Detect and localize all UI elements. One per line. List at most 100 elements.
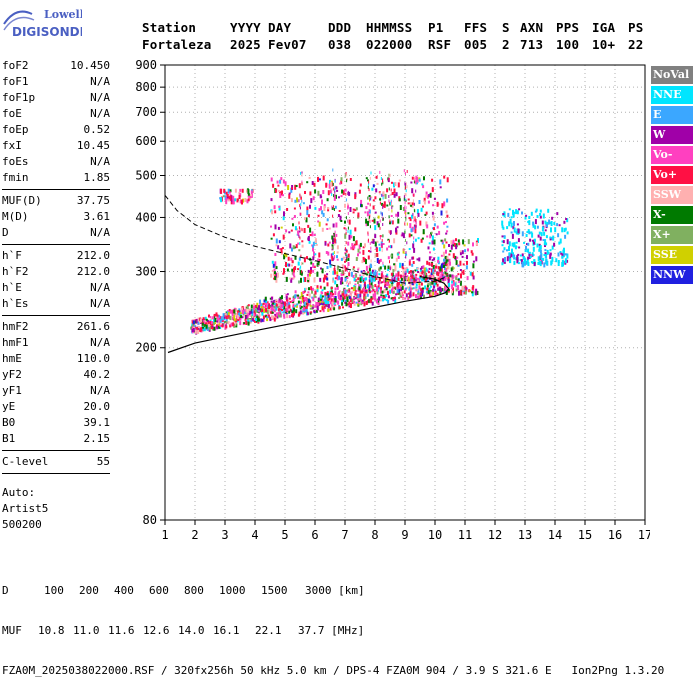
echo-mark — [443, 258, 445, 262]
echo-mark — [266, 301, 269, 304]
echo-mark — [320, 195, 323, 198]
echo-mark — [389, 221, 391, 225]
echo-mark — [431, 187, 434, 192]
param-row: foF2 10.450 — [2, 58, 110, 74]
echo-mark — [358, 189, 361, 194]
param-value: 3.61 — [83, 210, 111, 223]
echo-mark — [246, 189, 248, 193]
echo-mark — [391, 209, 393, 213]
echo-mark — [345, 228, 347, 232]
echo-mark — [396, 226, 399, 229]
echo-mark — [322, 212, 325, 217]
echo-mark — [557, 262, 560, 266]
y-tick-label: 300 — [135, 265, 157, 279]
echo-mark — [408, 276, 410, 282]
echo-mark — [526, 258, 529, 263]
echo-mark — [326, 277, 329, 281]
echo-mark — [354, 297, 357, 300]
echo-mark — [322, 301, 325, 304]
echo-mark — [416, 209, 419, 215]
echo-mark — [440, 273, 443, 278]
echo-mark — [509, 218, 512, 224]
echo-mark — [378, 243, 381, 246]
echo-mark — [407, 198, 410, 201]
echo-mark — [391, 288, 393, 291]
echo-mark — [371, 187, 374, 191]
footer-value: 1000 — [219, 584, 246, 597]
echo-mark — [413, 219, 415, 223]
echo-mark — [299, 304, 302, 308]
echo-mark — [213, 326, 216, 331]
echo-mark — [292, 297, 295, 302]
echo-mark — [307, 236, 310, 241]
echo-mark — [331, 206, 334, 210]
echo-mark — [384, 284, 387, 288]
y-tick-label: 200 — [135, 341, 157, 355]
param-name: fmin — [2, 171, 29, 184]
echo-mark — [340, 297, 343, 300]
echo-mark — [439, 179, 442, 185]
echo-mark — [271, 306, 274, 311]
echo-mark — [334, 190, 336, 194]
echo-mark — [443, 273, 446, 276]
echo-mark — [404, 206, 405, 210]
echo-mark — [341, 291, 344, 294]
echo-mark — [447, 285, 450, 290]
echo-mark — [366, 300, 369, 304]
echo-mark — [417, 292, 420, 295]
echo-mark — [274, 253, 277, 256]
echo-mark — [339, 280, 342, 285]
echo-mark — [536, 225, 539, 229]
echo-mark — [271, 303, 274, 307]
echo-mark — [426, 224, 429, 229]
echo-mark — [437, 259, 440, 263]
echo-mark — [370, 271, 373, 276]
param-name: M(D) — [2, 210, 29, 223]
header-label-7: S — [502, 20, 510, 35]
echo-mark — [411, 188, 414, 194]
echo-mark — [448, 244, 450, 247]
echo-mark — [455, 245, 458, 250]
echo-mark — [513, 242, 516, 248]
echo-mark — [336, 245, 339, 250]
echo-mark — [222, 195, 225, 198]
echo-mark — [444, 271, 447, 276]
echo-mark — [306, 181, 309, 184]
echo-mark — [417, 237, 420, 240]
echo-mark — [334, 236, 336, 240]
echo-mark — [367, 233, 369, 237]
echo-mark — [345, 281, 347, 285]
echo-mark — [347, 258, 350, 261]
echo-mark — [340, 195, 343, 198]
echo-mark — [331, 246, 333, 250]
echo-mark — [402, 297, 405, 300]
echo-mark — [315, 309, 318, 313]
echo-mark — [314, 290, 317, 295]
echo-mark — [412, 287, 415, 290]
echo-mark — [382, 216, 384, 220]
echo-mark — [216, 316, 219, 321]
echo-mark — [533, 262, 536, 266]
echo-mark — [334, 299, 337, 303]
echo-mark — [559, 251, 562, 253]
echo-mark — [544, 220, 547, 223]
echo-mark — [312, 246, 314, 252]
echo-mark — [340, 273, 343, 276]
header-label-3: DDD — [328, 20, 352, 35]
echo-mark — [354, 194, 357, 200]
echo-mark — [376, 182, 379, 185]
header-value-7: 2 — [502, 37, 510, 52]
echo-mark — [309, 304, 312, 307]
echo-mark — [347, 280, 349, 284]
echo-mark — [365, 206, 368, 210]
echo-mark — [369, 275, 371, 279]
echo-mark — [317, 299, 320, 304]
echo-mark — [346, 258, 348, 262]
param-name: MUF(D) — [2, 194, 42, 207]
echo-mark — [271, 315, 273, 320]
footer-value: 400 — [114, 584, 134, 597]
echo-mark — [270, 225, 272, 228]
echo-mark — [331, 205, 333, 209]
echo-mark — [411, 202, 414, 206]
echo-mark — [413, 271, 415, 273]
